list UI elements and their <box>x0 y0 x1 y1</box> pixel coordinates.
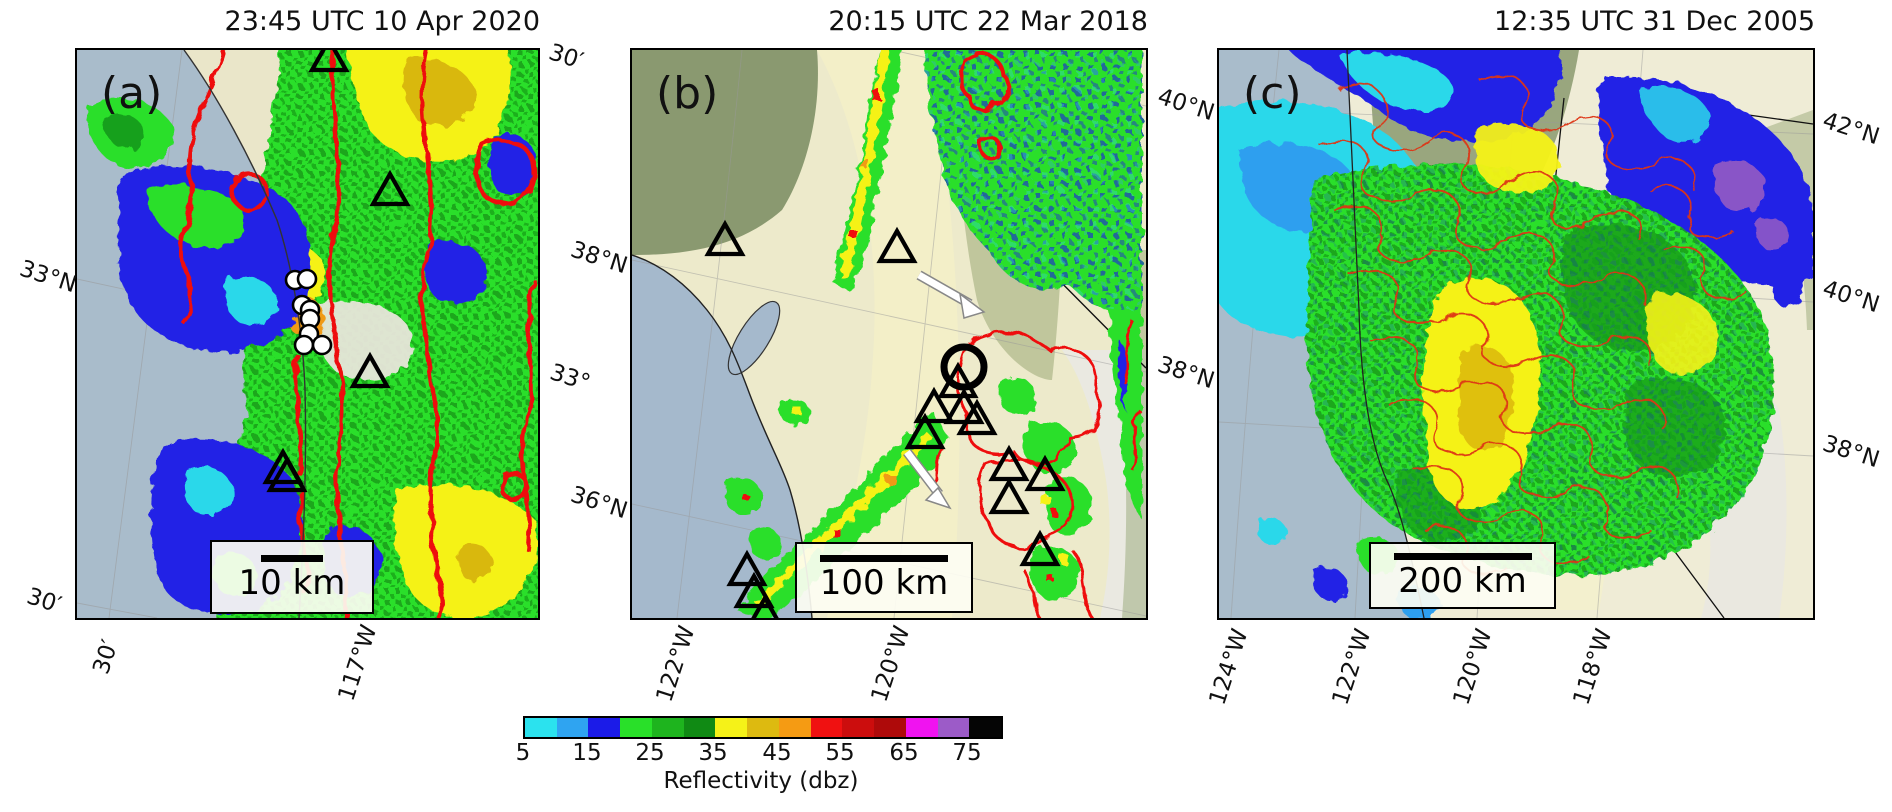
scalebar-label: 100 km <box>819 563 949 603</box>
colorbar-tick-65: 65 <box>889 740 919 766</box>
colorbar-segment <box>842 718 875 737</box>
panel-a-letter: (a) <box>101 68 163 119</box>
red-contours <box>1318 74 1748 575</box>
colorbar-segment <box>715 718 748 737</box>
scalebar-label: 10 km <box>238 562 346 603</box>
tick-c-right-38n: 38°N <box>1819 430 1883 474</box>
colorbar-tick-75: 75 <box>952 740 982 766</box>
tick-b-right-38n: 38°N <box>1154 351 1218 395</box>
panel-a-map: (a) 10 km <box>75 48 540 620</box>
panel-c-svg <box>1219 50 1813 618</box>
panel-a-svg <box>77 50 538 618</box>
panel-b-title: 20:15 UTC 22 Mar 2018 <box>828 6 1148 37</box>
colorbar-segment <box>683 718 716 737</box>
panel-a-scalebar: 10 km <box>210 540 374 614</box>
colorbar-tick-55: 55 <box>825 740 855 766</box>
tick-a-bottom-117w: 117°W <box>333 621 383 705</box>
colorbar-segment <box>969 718 1002 737</box>
tick-a-bottom-30m: 30′ <box>88 636 124 678</box>
tick-c-bottom-118w: 118°W <box>1568 625 1618 709</box>
panel-b-scalebar: 100 km <box>795 542 973 613</box>
red-contours <box>930 52 1142 618</box>
colorbar-segment <box>810 718 843 737</box>
coastline <box>632 254 813 618</box>
colorbar-segment <box>651 718 684 737</box>
colorbar-tick-15: 15 <box>572 740 602 766</box>
panel-c-title: 12:35 UTC 31 Dec 2005 <box>1494 6 1815 37</box>
event-circle-marker <box>940 343 988 391</box>
tick-b-left-36n: 36°N <box>567 481 631 525</box>
colorbar-segment <box>525 718 557 737</box>
flow-arrow-2 <box>903 448 952 510</box>
colorbar-label: Reflectivity (dbz) <box>663 768 859 794</box>
panel-c-scalebar: 200 km <box>1369 542 1556 609</box>
colorbar-segment <box>937 718 970 737</box>
tick-c-bottom-124w: 124°W <box>1204 625 1254 709</box>
coastline <box>1346 50 1425 618</box>
tick-a-right-30m: 30′ <box>545 39 587 75</box>
panel-c-map: (c) 200 km <box>1217 48 1815 620</box>
tick-a-left-33n: 33°N <box>16 255 80 299</box>
panel-b-svg <box>632 50 1146 618</box>
sf-bay <box>727 300 781 376</box>
tick-a-right-33: 33° <box>546 359 594 397</box>
panel-b-letter: (b) <box>656 68 719 119</box>
colorbar-tick-25: 25 <box>635 740 665 766</box>
radar-field <box>1219 50 1813 618</box>
tick-b-right-40n: 40°N <box>1154 83 1218 127</box>
tick-c-bottom-120w: 120°W <box>1448 625 1498 709</box>
flow-arrow-1 <box>916 270 986 319</box>
scalebar-line <box>820 555 948 562</box>
tick-c-right-42n: 42°N <box>1819 107 1883 151</box>
colorbar-tick-45: 45 <box>762 740 792 766</box>
scalebar-label: 200 km <box>1398 561 1527 601</box>
colorbar-segment <box>778 718 811 737</box>
colorbar-segment <box>620 718 652 737</box>
colorbar-segment <box>874 718 906 737</box>
report-circle-cluster <box>284 268 333 356</box>
colorbar-tick-5: 5 <box>515 740 531 766</box>
tick-b-left-38n: 38°N <box>567 236 631 280</box>
panel-b-map: (b) 100 km <box>630 48 1148 620</box>
tick-c-bottom-122w: 122°W <box>1327 625 1377 709</box>
tick-a-left-30m: 30′ <box>23 583 65 619</box>
colorbar-tick-35: 35 <box>698 740 728 766</box>
reflectivity-colorbar <box>523 716 1003 739</box>
ocean <box>632 255 812 618</box>
colorbar-segment <box>905 718 938 737</box>
colorbar-segment <box>556 718 589 737</box>
scalebar-line <box>261 554 323 562</box>
panel-a-title: 23:45 UTC 10 Apr 2020 <box>224 6 540 37</box>
tick-b-bottom-122w: 122°W <box>651 622 701 706</box>
tick-b-bottom-120w: 120°W <box>866 622 916 706</box>
colorbar-segment <box>588 718 621 737</box>
colorbar-segment <box>747 718 779 737</box>
tick-c-right-40n: 40°N <box>1819 275 1883 319</box>
scalebar-line <box>1393 553 1532 560</box>
panel-c-letter: (c) <box>1243 68 1302 119</box>
